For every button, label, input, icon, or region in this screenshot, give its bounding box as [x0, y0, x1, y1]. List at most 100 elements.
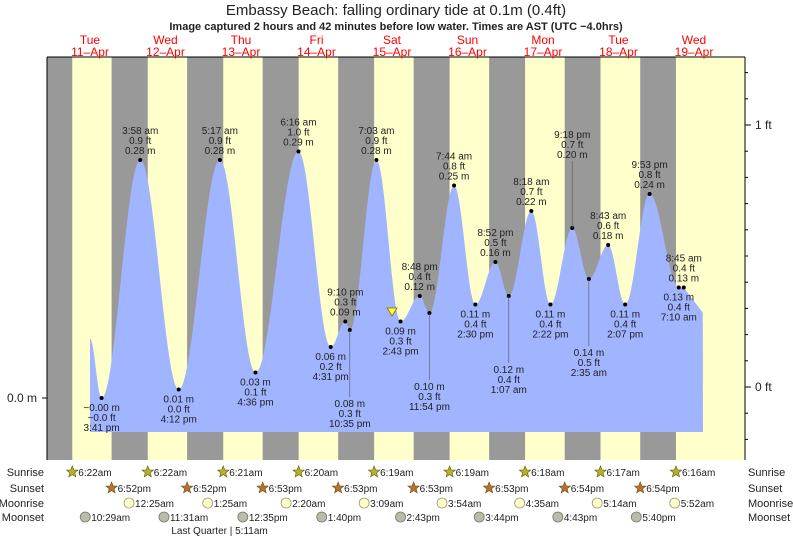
extreme-point — [217, 158, 222, 162]
extreme-label: 0.4 ft — [673, 264, 695, 275]
tide-extreme-high: 8:45 am0.4 ft0.13 m — [666, 254, 702, 290]
extreme-label: 0.13 m — [664, 293, 695, 304]
sunrise-icon — [292, 465, 306, 478]
tide-extreme-high: 3:58 am0.9 ft0.28 m — [122, 126, 158, 162]
sunset-icon — [331, 481, 345, 494]
extreme-label: 2:30 pm — [457, 330, 493, 341]
extreme-label: 0.11 m — [536, 310, 566, 321]
extreme-point — [328, 345, 333, 349]
sunrise-icon — [669, 465, 683, 478]
moonset-icon — [316, 511, 328, 523]
day-date: 13–Apr — [222, 45, 261, 59]
sunset-time: 6:53pm — [269, 484, 302, 495]
extreme-label: 0.29 m — [283, 138, 314, 149]
moonset-icon — [79, 511, 91, 523]
extreme-point — [681, 285, 686, 290]
extreme-point — [176, 387, 181, 392]
tide-extreme-low: 0.13 m0.4 ft7:10 am — [661, 285, 697, 324]
current-tide-marker — [386, 307, 398, 317]
extreme-label: 2:43 pm — [382, 347, 418, 358]
row-label-sunrise-right: Sunrise — [748, 467, 785, 479]
day-name: Wed — [153, 33, 177, 47]
tide-extreme-low: 0.14 m0.5 ft2:35 am — [571, 277, 607, 379]
extreme-label: 10:35 pm — [329, 419, 371, 430]
day-name: Sun — [457, 33, 478, 47]
tide-extreme-low: 0.09 m0.3 ft2:43 pm — [382, 319, 419, 358]
sunrise-time: 6:16am — [682, 468, 715, 479]
tide-extreme-low: 0.11 m0.4 ft2:22 pm — [532, 302, 569, 341]
moonset-time: 4:43pm — [564, 513, 597, 524]
extreme-label: 0.12 m — [404, 282, 435, 293]
moonrise-icon — [591, 497, 603, 509]
extreme-label: 0.1 ft — [244, 388, 266, 399]
extreme-label: 7:03 am — [358, 126, 394, 137]
extreme-label: 3:58 am — [122, 126, 158, 137]
extreme-label: 8:52 pm — [477, 228, 513, 239]
extreme-label: 0.9 ft — [365, 136, 387, 147]
moonrise-icon — [436, 497, 448, 509]
sunset-time: 6:53pm — [495, 484, 528, 495]
sunrise-time: 6:19am — [380, 468, 413, 479]
moonset-icon — [237, 511, 249, 523]
extreme-point — [452, 183, 457, 188]
extreme-label: 0.4 ft — [614, 320, 636, 331]
extreme-label: 3:41 pm — [84, 423, 120, 434]
sunrise-icon — [216, 465, 230, 478]
tide-extreme-low: 0.12 m0.4 ft1:07 am — [491, 294, 527, 396]
moonset-icon — [552, 511, 564, 523]
extreme-point — [623, 302, 628, 307]
extreme-label: 0.3 ft — [339, 409, 361, 420]
day-labels: Tue11–AprWed12–AprThu13–AprFri14–AprSat1… — [71, 33, 713, 59]
extreme-label: 0.6 ft — [597, 221, 619, 232]
extreme-point — [138, 158, 143, 162]
extreme-label: 0.09 m — [330, 308, 361, 319]
sunset-icon — [180, 481, 194, 494]
row-label-sunset: Sunset — [10, 483, 44, 495]
extreme-label: 0.3 ft — [389, 337, 411, 348]
moonrise-time: 1:25am — [214, 499, 247, 510]
moonrise-icon — [669, 497, 681, 509]
extreme-label: 8:43 am — [590, 211, 626, 222]
sunrise-icon — [518, 465, 532, 478]
extreme-point — [99, 396, 104, 400]
extreme-point — [606, 243, 611, 247]
extreme-label: 5:17 am — [202, 126, 238, 137]
extreme-label: 2:35 am — [571, 368, 607, 379]
astro-rows: Sunrise Sunrise Sunset Sunset Moonrise Moonri… — [0, 465, 793, 537]
moonrise-icon — [514, 497, 526, 509]
extreme-label: 0.3 ft — [334, 298, 356, 309]
tide-extreme-low: 0.11 m0.4 ft2:07 pm — [607, 302, 643, 341]
extreme-label: 11:54 pm — [409, 402, 450, 413]
extreme-label: 0.9 ft — [209, 136, 231, 147]
moonrise-icon — [358, 497, 370, 509]
extreme-label: 0.4 ft — [409, 272, 431, 283]
moonset-time: 3:44pm — [485, 513, 518, 524]
tide-extreme-high: 8:18 am0.7 ft0.22 m — [513, 177, 549, 213]
extreme-label: 9:53 pm — [632, 160, 668, 171]
extreme-label: 0.25 m — [439, 172, 470, 183]
sunset-icon — [407, 481, 421, 494]
extreme-label: 0.18 m — [593, 231, 624, 242]
extreme-label: 7:10 am — [661, 313, 697, 324]
day-name: Thu — [231, 33, 252, 47]
extreme-labels: −0.00 m−0.0 ft3:41 pm3:58 am0.9 ft0.28 m… — [83, 118, 701, 435]
moonset-icon — [158, 511, 170, 523]
extreme-label: 1.0 ft — [287, 128, 309, 139]
moonrise-icon — [123, 497, 135, 509]
sunrise-time: 6:20am — [305, 468, 338, 479]
row-label-moonrise: Moonrise — [0, 498, 44, 510]
extreme-label: 7:44 am — [436, 152, 472, 163]
sunset-time: 6:53pm — [420, 484, 453, 495]
tide-extreme-high: 8:48 pm0.4 ft0.12 m — [402, 262, 438, 298]
moonset-time: 1:40pm — [328, 513, 361, 524]
extreme-label: 0.14 m — [574, 348, 605, 359]
sunset-icon — [256, 481, 270, 494]
moonset-icon — [395, 511, 406, 523]
extreme-point — [296, 149, 301, 154]
extreme-label: 0.2 ft — [320, 362, 342, 373]
tide-area — [90, 151, 703, 432]
moonrise-time: 3:54am — [448, 499, 481, 510]
moonset-time: 10:29am — [91, 513, 130, 524]
extreme-label: 0.0 ft — [168, 405, 190, 416]
